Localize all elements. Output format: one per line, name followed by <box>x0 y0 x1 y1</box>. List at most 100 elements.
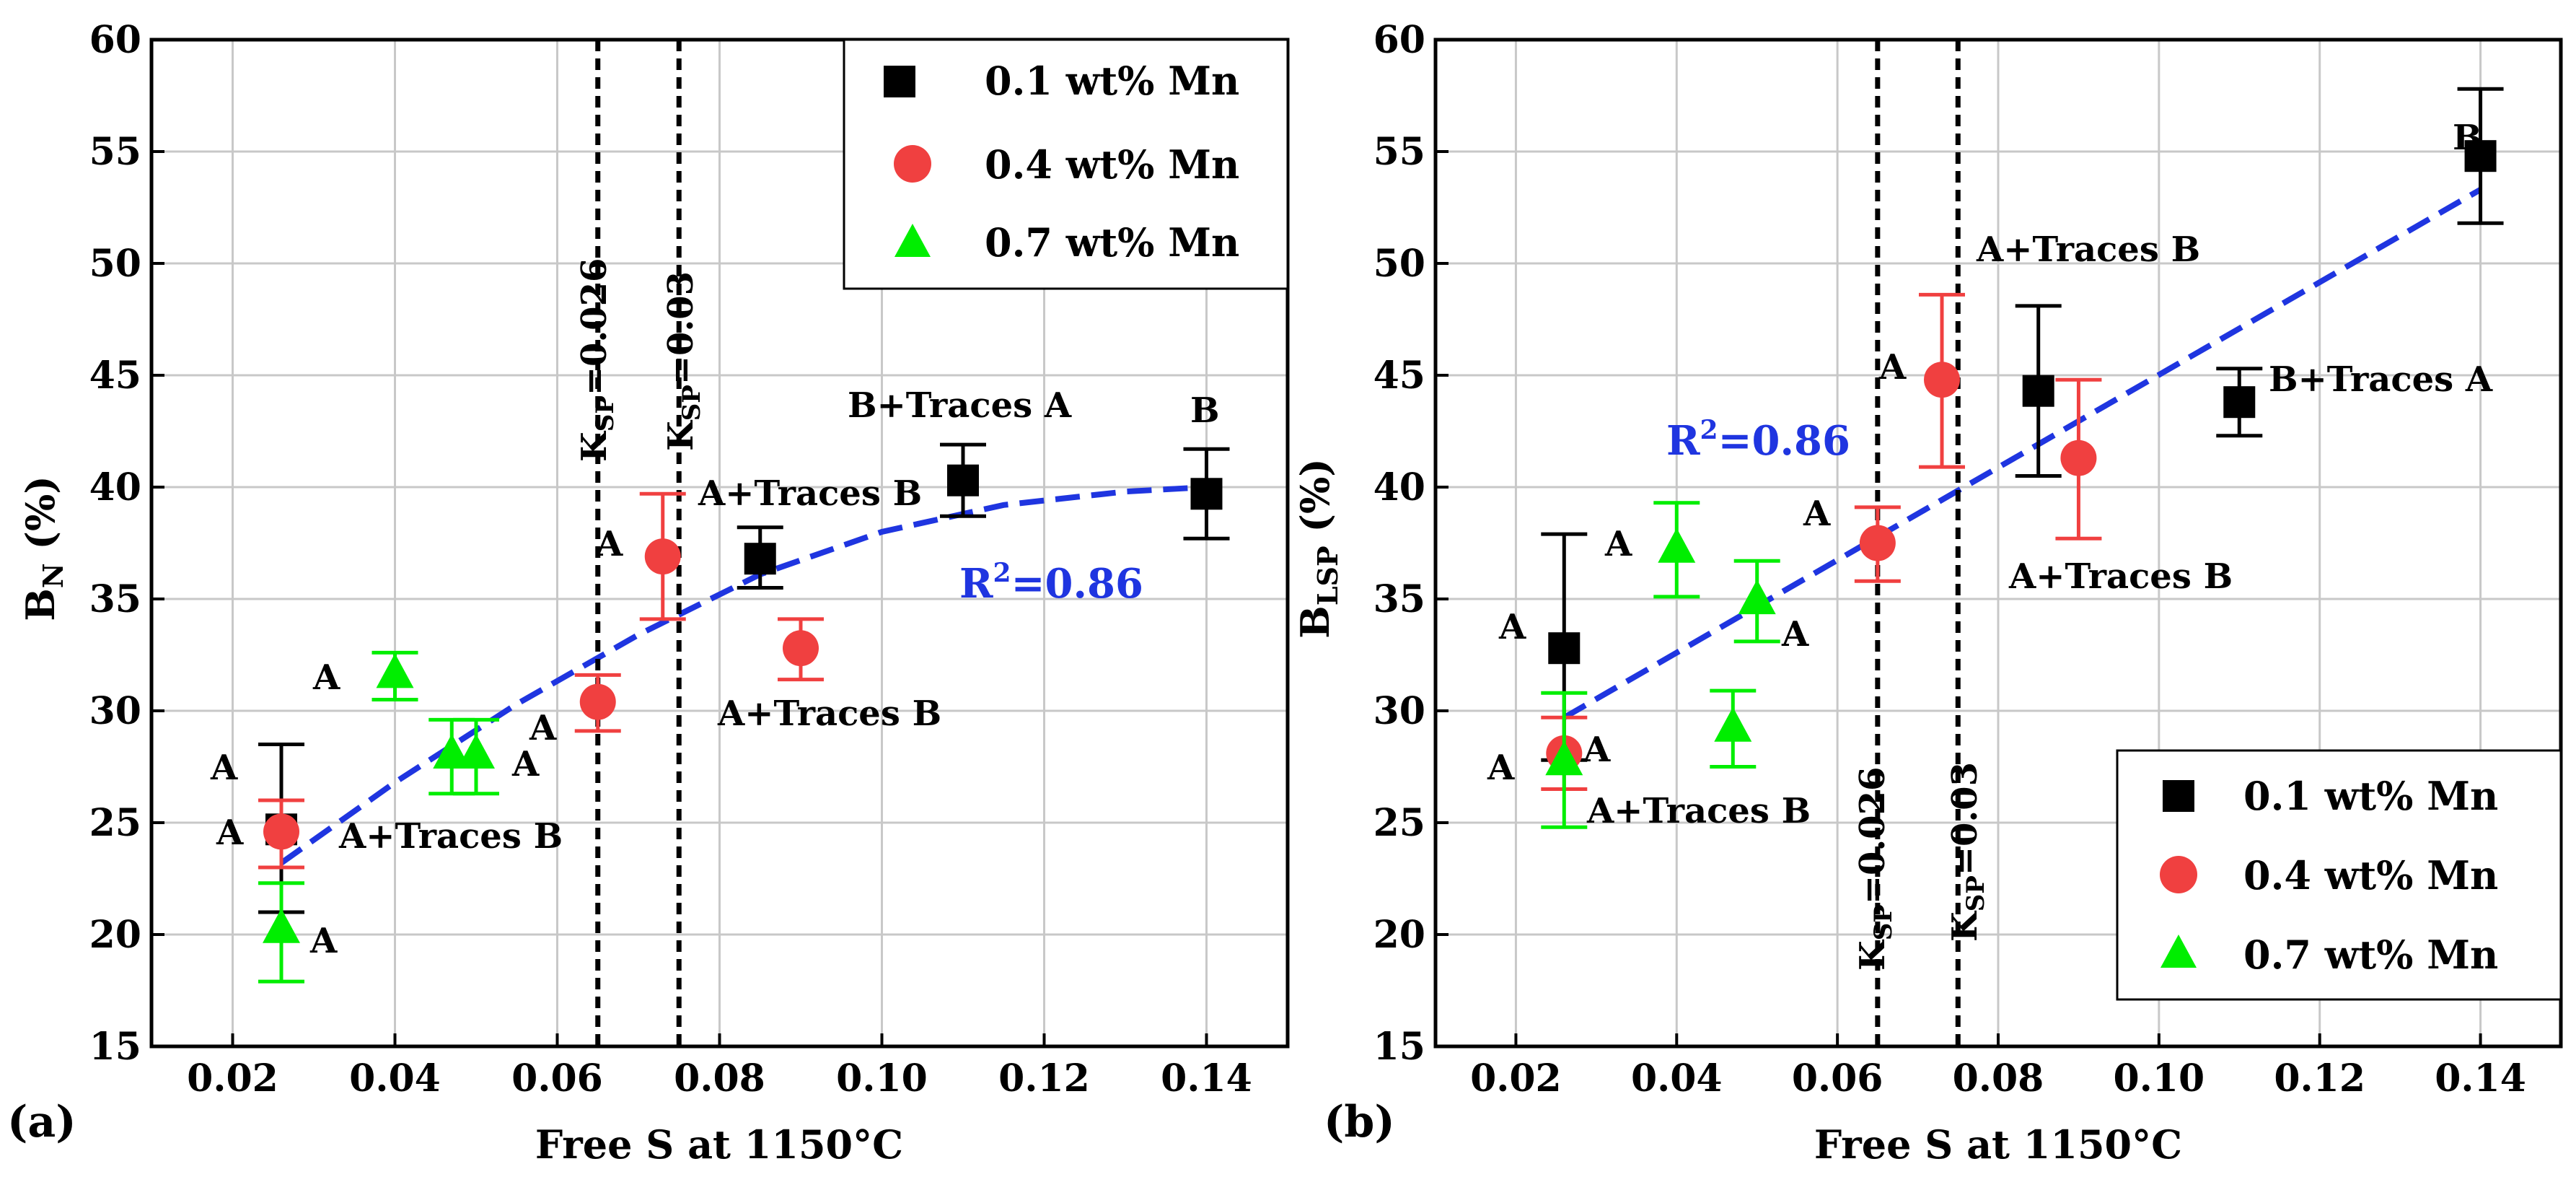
legend-circle-marker <box>2160 856 2197 893</box>
annotation: A+Traces B <box>717 693 941 734</box>
y-tick-label: 35 <box>1373 577 1425 621</box>
fit-layer-b <box>1562 187 2482 720</box>
annotation: B+Traces A <box>848 385 1072 426</box>
data-point-square <box>947 464 979 496</box>
x-tick-label: 0.06 <box>1792 1056 1883 1101</box>
y-tick-label: 40 <box>89 465 141 509</box>
ticks-b: 0.02 0.04 0.06 0.08 0.10 0.12 0.14 15 20 25 30 35 40… <box>1373 18 2526 1101</box>
legend-a: 0.1 wt% Mn 0.4 wt% Mn 0.7 wt% Mn <box>843 38 1289 290</box>
x-tick-label: 0.12 <box>2274 1056 2365 1101</box>
panel-label-b: (b) <box>1324 1097 1395 1147</box>
data-point-square <box>2223 386 2256 419</box>
annotation: A+Traces B <box>698 473 922 514</box>
y-tick-label: 45 <box>1373 354 1425 398</box>
marks-b <box>1541 87 2504 829</box>
ticks-a: 0.02 0.04 0.06 0.08 0.10 0.12 0.14 15 20 25 30 35 40… <box>89 18 1252 1101</box>
data-point-square <box>2022 375 2054 407</box>
y-tick-label: 35 <box>89 577 141 621</box>
legend-triangle-marker <box>894 224 931 257</box>
data-point-circle <box>644 538 681 575</box>
r2-label-a: R2=0.86 <box>959 558 1143 608</box>
data-point-triangle <box>376 653 414 688</box>
annotation: A <box>216 813 244 853</box>
data-point-circle <box>1859 525 1896 561</box>
r2-label-b: R2=0.86 <box>1666 415 1850 465</box>
y-tick-label: 30 <box>1373 689 1425 733</box>
y-tick-label: 25 <box>1373 801 1425 845</box>
x-tick-label: 0.02 <box>1470 1056 1562 1101</box>
y-tick-label: 40 <box>1373 465 1425 509</box>
data-point-triangle <box>1545 740 1583 776</box>
y-axis-label-a: BN (%) <box>17 476 69 621</box>
ksp-label-a2: KSP=0.03 <box>661 271 706 451</box>
annotation: A <box>511 744 540 784</box>
annotation: A <box>1781 614 1809 655</box>
legend-square-marker <box>884 66 915 97</box>
annotation: A <box>1487 748 1515 788</box>
annotation: A <box>312 657 340 698</box>
data-point-triangle <box>263 908 300 943</box>
legend-circle-marker <box>894 145 931 183</box>
annotation: A <box>529 708 557 748</box>
annotation: A <box>1878 347 1907 388</box>
panel-b: 0.02 0.04 0.06 0.08 0.10 0.12 0.14 15 20 25 30 35 40… <box>1292 18 2563 1168</box>
y-tick-label: 60 <box>1373 18 1425 62</box>
legend-label-mn01: 0.1 wt% Mn <box>2243 773 2498 819</box>
data-point-square <box>1190 478 1223 510</box>
annotation: A <box>1498 607 1526 647</box>
panel-a: 0.02 0.04 0.06 0.08 0.10 0.12 0.14 15 20 25 30 35 40… <box>7 18 1290 1168</box>
data-point-circle <box>2060 439 2097 476</box>
x-tick-label: 0.04 <box>1631 1056 1723 1101</box>
y-tick-label: 30 <box>89 689 141 733</box>
data-point-circle <box>783 630 819 667</box>
annotation: A+Traces B <box>2008 556 2233 597</box>
data-point-triangle <box>1738 579 1776 615</box>
data-point-triangle <box>457 734 495 769</box>
x-tick-label: 0.14 <box>2435 1056 2526 1101</box>
x-axis-label-a: Free S at 1150°C <box>535 1121 903 1168</box>
ksp-label-a1: KSP=0.026 <box>574 258 620 462</box>
x-tick-label: 0.10 <box>836 1056 928 1101</box>
y-axis-label-b: BLSP (%) <box>1292 458 1344 639</box>
annotation: A <box>1604 524 1632 564</box>
marks-a <box>258 442 1230 984</box>
legend-label-mn07: 0.7 wt% Mn <box>985 219 1239 266</box>
panel-label-a: (a) <box>7 1097 76 1147</box>
annotation: A <box>595 524 623 564</box>
data-point-triangle <box>1658 528 1696 563</box>
data-point-triangle <box>1714 706 1752 742</box>
annotation: B <box>1190 390 1220 431</box>
legend-triangle-marker <box>2160 935 2197 968</box>
annotation: A+Traces B <box>338 816 563 857</box>
legend-label-mn04: 0.4 wt% Mn <box>2243 852 2498 898</box>
y-tick-label: 15 <box>1373 1025 1425 1069</box>
data-point-circle <box>1924 362 1960 398</box>
annotation: A <box>309 921 338 961</box>
data-point-triangle <box>433 734 471 769</box>
annotation: A <box>1803 494 1831 534</box>
data-point-circle <box>579 683 616 720</box>
annotation: A <box>1583 730 1611 770</box>
y-tick-label: 50 <box>89 242 141 286</box>
y-tick-label: 20 <box>89 913 141 957</box>
x-tick-label: 0.04 <box>349 1056 441 1101</box>
legend-square-marker <box>2163 780 2194 812</box>
y-tick-label: 55 <box>1373 130 1425 174</box>
x-tick-label: 0.02 <box>187 1056 278 1101</box>
data-point-square <box>2464 140 2497 172</box>
fit-line <box>1562 187 2482 720</box>
x-tick-label: 0.10 <box>2114 1056 2205 1101</box>
annotation: A+Traces B <box>1586 791 1811 831</box>
legend-b: 0.1 wt% Mn 0.4 wt% Mn 0.7 wt% Mn <box>2116 749 2562 1001</box>
y-tick-label: 15 <box>89 1025 141 1069</box>
x-tick-label: 0.06 <box>511 1056 603 1101</box>
y-tick-label: 45 <box>89 354 141 398</box>
legend-label-mn04: 0.4 wt% Mn <box>985 141 1239 188</box>
x-tick-label: 0.08 <box>674 1056 765 1101</box>
ksp-label-b2: KSP=0.03 <box>1945 762 1990 942</box>
annotation: B+Traces A <box>2269 359 2493 400</box>
annotation: A <box>210 748 238 788</box>
y-tick-label: 60 <box>89 18 141 62</box>
annotation: B <box>2453 118 2482 158</box>
